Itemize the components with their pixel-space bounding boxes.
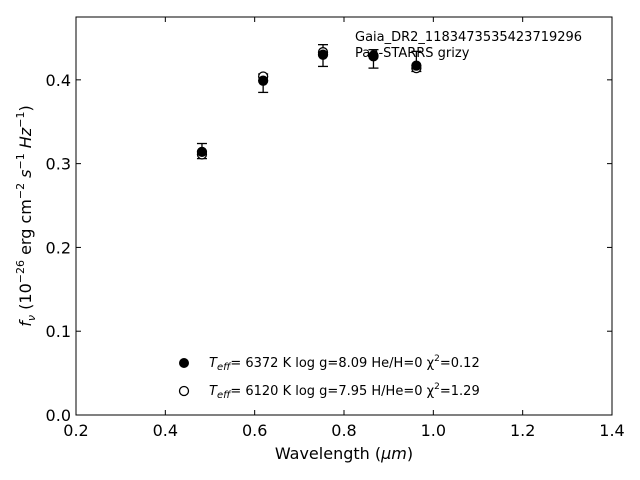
legend-entry-1: Teff= 6372 K log g=8.09 He/H=0 χ2=0.12 (209, 354, 480, 373)
data-point-filled (196, 146, 208, 158)
markers (196, 47, 422, 160)
x-tick-label: 0.8 (331, 421, 356, 440)
data-point-filled (317, 49, 329, 60)
y-tick-label: 0.0 (46, 406, 71, 425)
data-point-filled (411, 60, 422, 71)
y-tick-label: 0.2 (46, 238, 71, 257)
y-axis-label: fν (10−26 erg cm−2 s−1 Hz−1) (14, 105, 38, 326)
y-tick-label: 0.4 (46, 71, 71, 90)
annotation-survey: Pan-STARRS grizy (355, 46, 470, 61)
legend: Teff= 6372 K log g=8.09 He/H=0 χ2=0.12 T… (178, 354, 480, 401)
data-point-filled (368, 50, 379, 61)
legend-marker-filled (179, 358, 189, 368)
x-axis-label: Wavelength (μm) (275, 444, 413, 463)
x-tick-label: 0.4 (153, 421, 178, 440)
plot-area (75, 16, 613, 416)
x-tick-label: 0.2 (63, 421, 88, 440)
x-tick-label: 1.2 (510, 421, 535, 440)
ticks: 0.2 0.4 0.6 0.8 1.0 1.2 1.4 0.0 0.1 0.2 0.3 0.4 (46, 17, 625, 440)
x-tick-label: 1.4 (599, 421, 624, 440)
legend-marker-open (178, 385, 190, 397)
data-point-filled (258, 75, 269, 86)
x-tick-label: 1.0 (421, 421, 446, 440)
y-tick-label: 0.1 (46, 322, 71, 341)
x-tick-label: 0.6 (242, 421, 267, 440)
legend-entry-2: Teff= 6120 K log g=7.95 H/He=0 χ2=1.29 (209, 382, 480, 401)
y-tick-label: 0.3 (46, 155, 71, 174)
annotation-star-id: Gaia_DR2_1183473535423719296 (355, 30, 582, 45)
